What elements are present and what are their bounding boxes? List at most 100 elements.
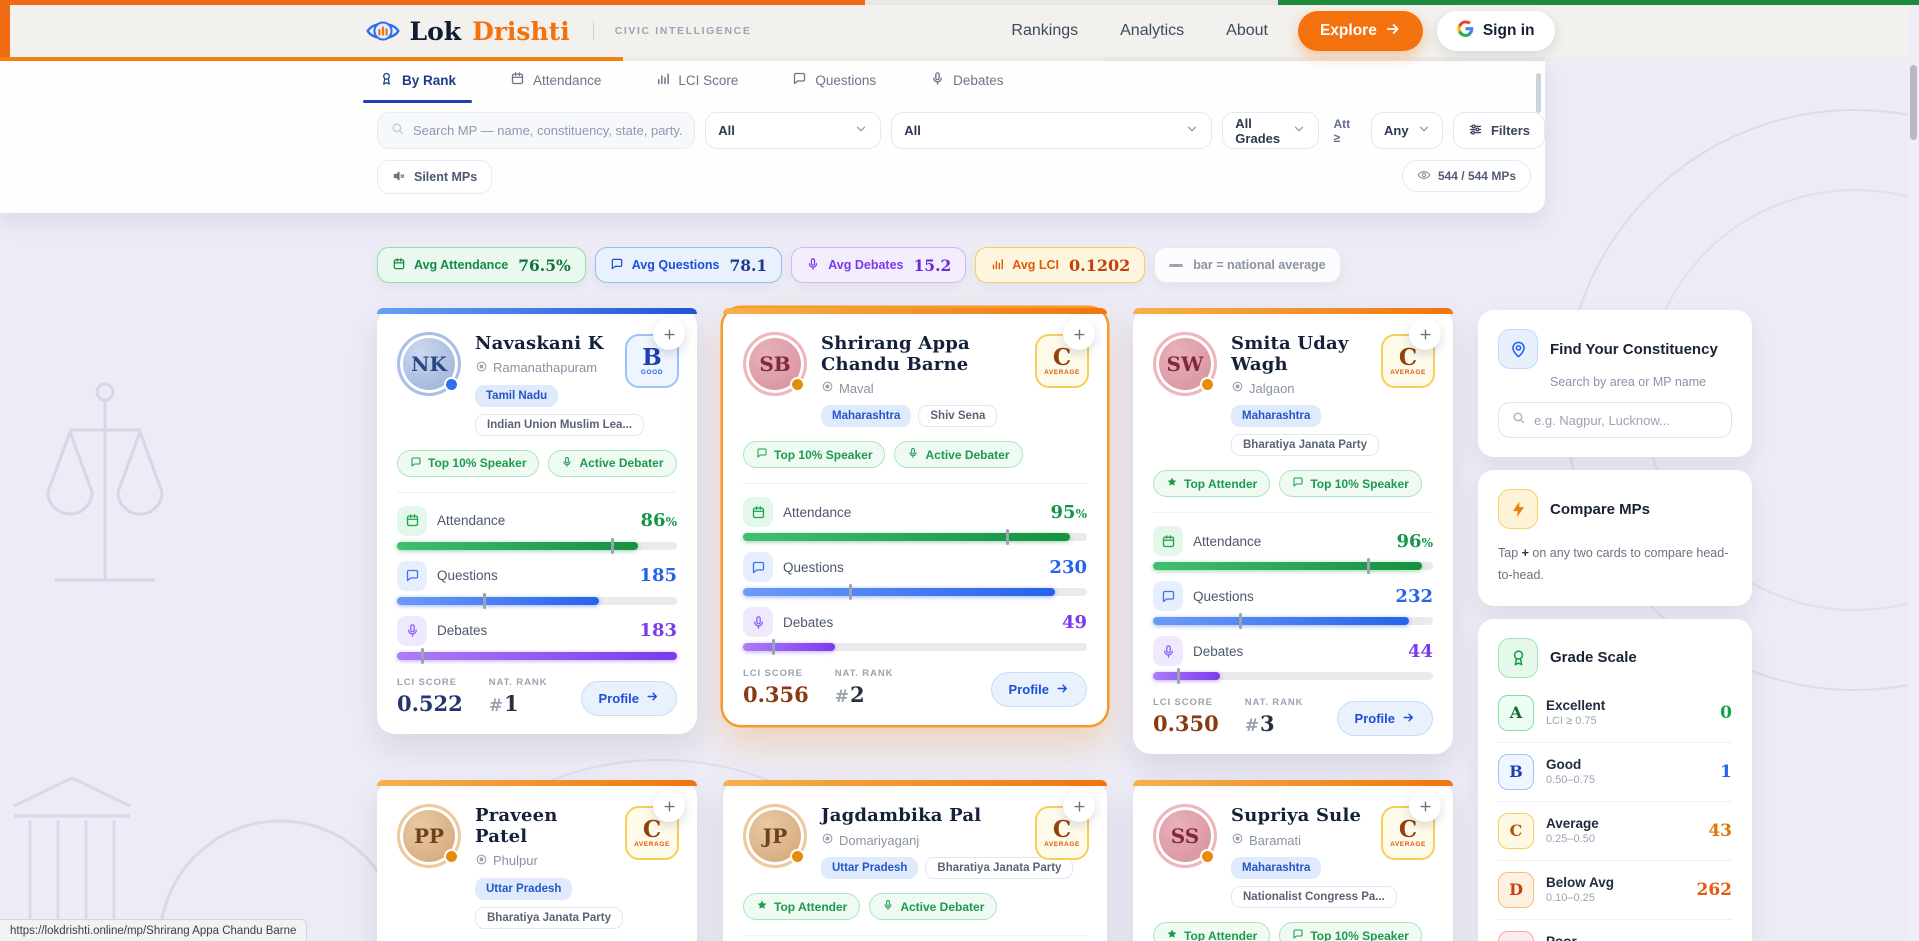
party-badge: Bharatiya Janata Party — [1231, 434, 1380, 457]
national-average-marker — [611, 537, 615, 554]
stat-d: Debates 44 — [1153, 636, 1433, 685]
google-icon — [1457, 20, 1474, 42]
divider — [397, 491, 677, 493]
party-badge: Shiv Sena — [918, 405, 998, 428]
national-average-marker — [1367, 558, 1371, 575]
mp-cards-grid: B GOOD NK Navaskani K Ramanathapuram Tamil Na… — [377, 308, 1453, 941]
badge-label: Top 10% Speaker — [774, 447, 873, 462]
compare-add-button[interactable] — [1409, 318, 1441, 350]
brand-logo[interactable]: Lok Drishti CIVIC INTELLIGENCE — [365, 13, 752, 49]
filter-select-attendance[interactable]: Any — [1370, 112, 1443, 149]
national-average-marker — [848, 584, 852, 601]
brand-name-accent: Drishti — [472, 16, 570, 46]
achievement-badge: Top Attender — [743, 893, 861, 921]
stat-label: Questions — [1193, 588, 1254, 604]
tab-debates[interactable]: Debates — [928, 71, 1005, 103]
filter-select-1[interactable]: All — [705, 112, 882, 149]
toolbar-scrollbar[interactable] — [1536, 73, 1541, 113]
chat-icon — [756, 447, 768, 462]
profile-button[interactable]: Profile — [1336, 701, 1433, 737]
pill-value: 76.5% — [518, 255, 571, 275]
status-url: https://lokdrishti.online/mp/Shrirang Ap… — [10, 924, 297, 937]
filter-select-grades[interactable]: All Grades — [1222, 112, 1320, 149]
tab-by-rank[interactable]: By Rank — [362, 71, 473, 103]
compare-add-button[interactable] — [1063, 318, 1095, 350]
filter-select-2-value: All — [904, 123, 921, 138]
badge-label: Active Debater — [925, 447, 1010, 462]
avatar: PP — [397, 804, 461, 869]
signin-button[interactable]: Sign in — [1436, 11, 1555, 51]
filter-row: All All All Grades Att ≥ Any Filters — [377, 112, 1545, 149]
card-accent-bar — [377, 780, 697, 787]
mp-card-pp[interactable]: C AVERAGE PP Praveen Patel Phulpur Uttar Prad… — [377, 780, 697, 941]
calendar-icon — [397, 505, 427, 536]
stat-bar — [743, 529, 1087, 546]
compare-add-button[interactable] — [653, 318, 685, 350]
nav-link-rankings[interactable]: Rankings — [1011, 22, 1079, 39]
filters-button[interactable]: Filters — [1452, 112, 1545, 149]
constituency-search-input[interactable] — [1534, 412, 1719, 428]
avg-stat-pill: Avg LCI 0.1202 — [975, 247, 1146, 283]
arrow-right-icon — [1056, 682, 1069, 698]
mp-card-nk[interactable]: B GOOD NK Navaskani K Ramanathapuram Tamil Na… — [377, 308, 697, 734]
profile-button[interactable]: Profile — [990, 672, 1087, 708]
tab-label: Attendance — [533, 72, 602, 88]
dash-icon — [1169, 263, 1184, 267]
chat-icon — [1292, 476, 1304, 491]
page-scrollbar[interactable] — [1908, 5, 1919, 941]
profile-label: Profile — [1008, 682, 1049, 698]
grade-name: Poor — [1546, 934, 1577, 941]
badge-label: Top 10% Speaker — [428, 456, 527, 471]
mp-card-sb[interactable]: C AVERAGE SB Shrirang Appa Chandu Barne Mava… — [723, 308, 1107, 726]
pill-label: Avg Attendance — [414, 258, 509, 272]
nav-link-about[interactable]: About — [1226, 22, 1268, 39]
explore-button[interactable]: Explore — [1297, 11, 1423, 51]
silent-mps-button[interactable]: Silent MPs — [377, 160, 493, 194]
nav-link-analytics[interactable]: Analytics — [1120, 22, 1185, 39]
silent-mps-label: Silent MPs — [414, 170, 478, 184]
grade-letter: F — [1498, 930, 1534, 941]
pill-label: Avg Debates — [828, 258, 904, 272]
bar-chart-icon — [990, 257, 1004, 274]
tab-label: LCI Score — [678, 72, 739, 88]
pill-value: 15.2 — [913, 255, 952, 275]
mp-search-input[interactable] — [413, 123, 683, 138]
search-icon — [1511, 410, 1526, 430]
tab-label: Questions — [815, 72, 877, 88]
mp-card-jp[interactable]: C AVERAGE JP Jagdambika Pal Domariyaganj Utta… — [723, 780, 1107, 941]
mp-card-sw[interactable]: C AVERAGE SW Smita Uday Wagh Jalgaon Maharash… — [1133, 308, 1453, 755]
card-accent-bar — [1133, 780, 1453, 787]
badge-label: Active Debater — [900, 899, 985, 914]
mp-card-ss[interactable]: C AVERAGE SS Supriya Sule Baramati Maharashtr… — [1133, 780, 1453, 941]
status-dot — [1200, 849, 1215, 865]
profile-button[interactable]: Profile — [580, 680, 677, 716]
tab-questions[interactable]: Questions — [790, 71, 878, 103]
grade-range: 0.50–0.75 — [1546, 774, 1595, 787]
tab-attendance[interactable]: Attendance — [508, 71, 603, 103]
filter-select-1-value: All — [718, 123, 735, 138]
page-scrollbar-thumb[interactable] — [1910, 65, 1917, 140]
stat-att: Attendance 96% — [1153, 526, 1433, 575]
sliders-icon — [1468, 122, 1483, 140]
state-badge: Uttar Pradesh — [475, 877, 573, 900]
achievement-badge: Active Debater — [548, 449, 677, 477]
tab-lci-score[interactable]: LCI Score — [653, 71, 740, 103]
stat-label: Debates — [437, 623, 488, 639]
constituency-search-box[interactable] — [1498, 402, 1732, 438]
chat-icon — [1292, 928, 1304, 941]
constituency-label: Phulpur — [493, 853, 538, 869]
compare-add-button[interactable] — [1063, 790, 1095, 823]
star-icon — [756, 899, 768, 914]
mic-icon — [561, 456, 573, 471]
compare-add-button[interactable] — [1409, 790, 1441, 823]
grade-range: 0.25–0.50 — [1546, 833, 1595, 846]
location-icon — [1231, 832, 1244, 848]
filter-select-2[interactable]: All — [891, 112, 1213, 149]
stat-bar — [1153, 613, 1433, 630]
compare-add-button[interactable] — [653, 790, 685, 823]
mp-search-box[interactable] — [377, 112, 696, 149]
national-rank: NAT. RANK #3 — [1244, 697, 1304, 737]
constituency-label: Domariyaganj — [839, 832, 920, 848]
brand-divider — [592, 21, 594, 41]
tricolor-strip — [0, 0, 1919, 5]
